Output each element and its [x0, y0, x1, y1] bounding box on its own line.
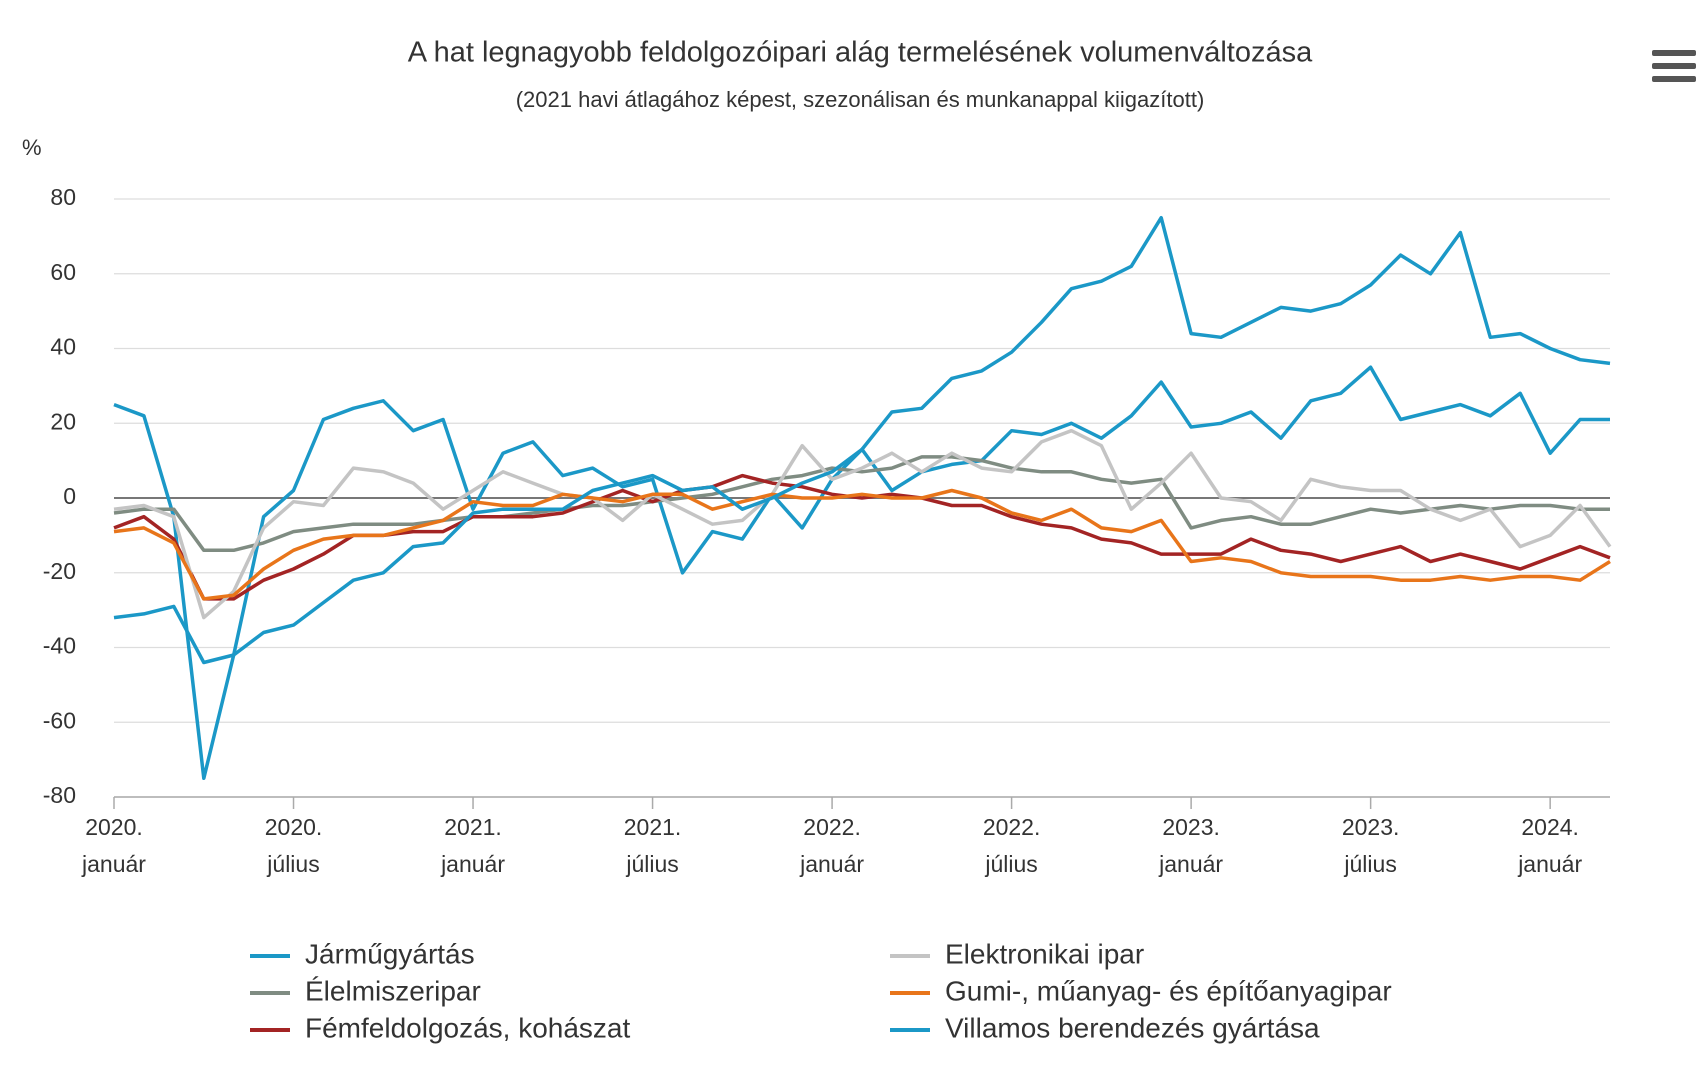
y-tick-label: 40	[50, 334, 76, 360]
series-line	[113, 455, 1610, 553]
y-tick-label: -60	[43, 707, 76, 733]
y-tick-label: -20	[43, 558, 76, 584]
x-tick-label: 2023. január	[1159, 814, 1224, 877]
legend-label: Fémfeldolgozás, kohászat	[305, 1012, 631, 1043]
x-tick-label: 2021. július	[623, 814, 682, 877]
x-tick-label: 2024. január	[1518, 814, 1583, 877]
x-tick-label: 2020. július	[264, 814, 323, 877]
menu-icon[interactable]	[1652, 50, 1696, 82]
legend-label: Elektronikai ipar	[945, 938, 1144, 969]
y-tick-label: -40	[43, 633, 76, 659]
y-tick-label: 60	[50, 259, 76, 285]
x-tick-label: 2023. július	[1341, 814, 1400, 877]
legend-label: Élelmiszeripar	[305, 975, 481, 1006]
chart-subtitle: (2021 havi átlagához képest, szezonálisa…	[516, 87, 1205, 112]
series-line	[113, 428, 1612, 620]
y-tick-label: 20	[50, 408, 76, 434]
legend-label: Villamos berendezés gyártása	[945, 1012, 1320, 1043]
y-tick-label: 0	[63, 483, 76, 509]
legend-label: Járműgyártás	[305, 938, 475, 969]
y-tick-label: 80	[50, 184, 76, 210]
chart-title: A hat legnagyobb feldolgozóipari alág te…	[408, 37, 1313, 69]
series-line	[113, 488, 1611, 601]
x-tick-label: 2021. január	[441, 814, 505, 877]
y-axis-label: %	[22, 135, 42, 160]
x-tick-label: 2022. január	[800, 814, 865, 877]
x-tick-label: 2020. január	[82, 814, 146, 877]
y-tick-label: -80	[43, 782, 76, 808]
x-tick-label: 2022. július	[982, 814, 1041, 877]
series-line	[113, 215, 1611, 665]
legend-label: Gumi-, műanyag- és építőanyagipar	[945, 975, 1392, 1006]
